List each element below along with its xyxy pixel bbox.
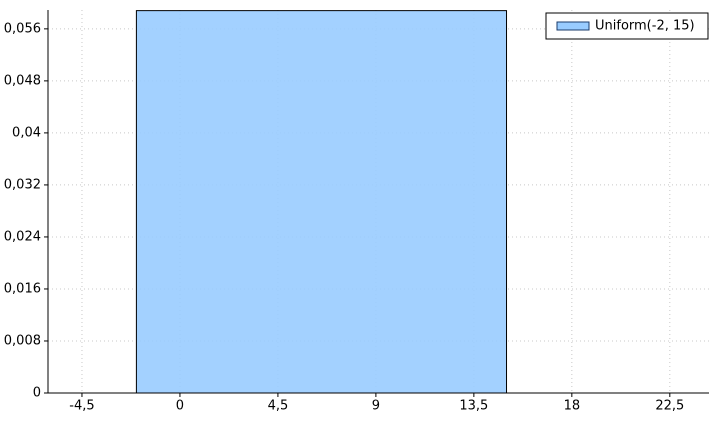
y-tick-label: 0,016	[4, 281, 41, 296]
y-tick-label: 0,024	[4, 229, 41, 244]
legend-swatch	[556, 21, 590, 31]
y-tick-label: 0,056	[4, 21, 41, 36]
x-tick-label: 4,5	[268, 399, 289, 414]
y-tick-label: 0,032	[4, 177, 41, 192]
legend: Uniform(-2, 15)	[545, 12, 709, 40]
x-tick-label: 9	[372, 399, 380, 414]
x-tick-label: 0	[176, 399, 184, 414]
x-tick-label: 18	[564, 399, 581, 414]
y-tick-label: 0,008	[4, 333, 41, 348]
y-tick-label: 0,04	[12, 125, 41, 140]
y-tick-label: 0,048	[4, 73, 41, 88]
area	[135, 10, 508, 393]
x-tick-label: -4,5	[69, 399, 94, 414]
legend-label: Uniform(-2, 15)	[595, 19, 695, 34]
y-tick-label: 0	[33, 386, 41, 401]
x-tick-label: 22,5	[655, 399, 684, 414]
x-tick-label: 13,5	[459, 399, 488, 414]
